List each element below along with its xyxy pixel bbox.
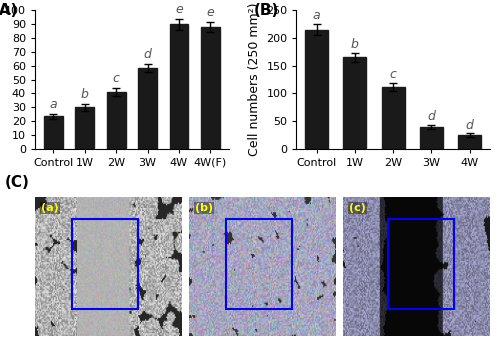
Text: d: d bbox=[144, 48, 152, 61]
Bar bbox=[170, 24, 188, 149]
Text: (b): (b) bbox=[195, 203, 213, 213]
Bar bbox=[388, 219, 454, 309]
Bar bbox=[305, 30, 328, 149]
Text: (a): (a) bbox=[41, 203, 58, 213]
Text: a: a bbox=[50, 98, 57, 111]
Bar bbox=[420, 127, 443, 149]
Bar bbox=[344, 57, 366, 149]
Text: (C): (C) bbox=[5, 175, 30, 190]
Bar bbox=[44, 116, 62, 149]
Text: c: c bbox=[390, 68, 396, 81]
Text: b: b bbox=[351, 38, 359, 51]
Text: (B): (B) bbox=[254, 3, 279, 19]
Bar bbox=[201, 27, 220, 149]
Text: (A): (A) bbox=[0, 3, 18, 19]
Text: d: d bbox=[428, 110, 436, 123]
Text: b: b bbox=[80, 88, 88, 101]
Bar bbox=[106, 92, 126, 149]
Text: e: e bbox=[206, 6, 214, 19]
Y-axis label: Cell numbers (250 mm²): Cell numbers (250 mm²) bbox=[248, 3, 260, 156]
Bar bbox=[382, 87, 404, 149]
Text: a: a bbox=[313, 10, 320, 23]
Bar bbox=[138, 68, 157, 149]
Text: (c): (c) bbox=[349, 203, 366, 213]
Bar bbox=[75, 107, 94, 149]
Text: e: e bbox=[175, 3, 183, 16]
Text: d: d bbox=[466, 119, 473, 132]
Bar bbox=[226, 219, 292, 309]
Bar bbox=[458, 135, 481, 149]
Text: c: c bbox=[112, 72, 119, 85]
Bar bbox=[72, 219, 138, 309]
